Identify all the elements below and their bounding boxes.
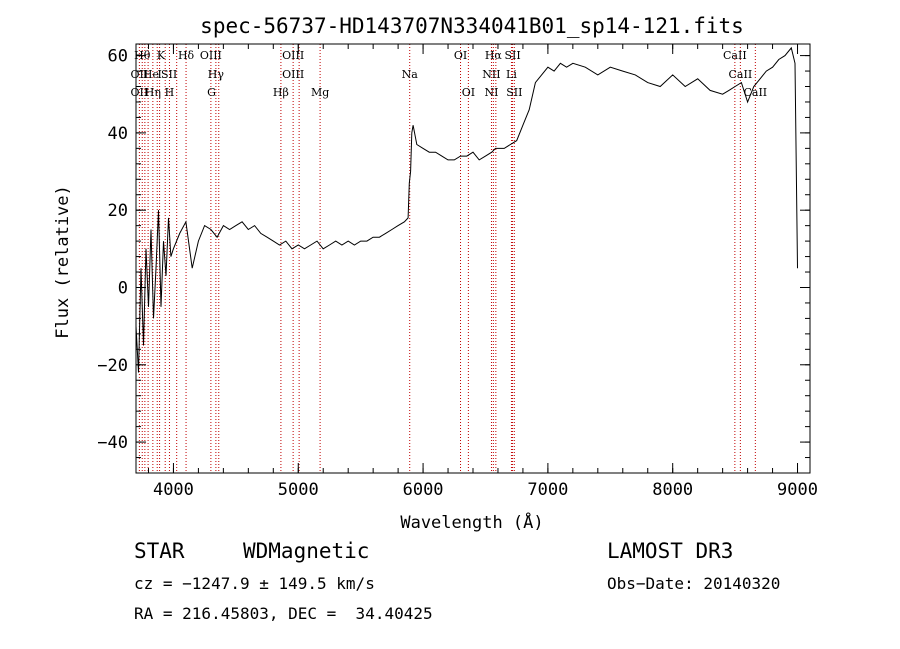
spectral-line-label: SII (161, 68, 177, 81)
spectral-line-label: Hη (145, 86, 161, 99)
spectral-line-label: OIII (282, 68, 304, 81)
spectral-line-label: OIII (282, 49, 304, 62)
x-tick-label: 6000 (403, 480, 444, 500)
spectral-line-label: Li (506, 68, 517, 81)
spectral-line-label: NII (482, 68, 500, 81)
spectral-line-label: OIII (200, 49, 222, 62)
spectral-line-label: OII (131, 68, 149, 81)
spectral-line-label: Hγ (208, 68, 225, 81)
chart-title: spec-56737-HD143707N334041B01_sp14-121.f… (200, 14, 744, 38)
spectral-line-label: CaII (743, 86, 767, 99)
y-tick-label: −40 (97, 433, 128, 453)
y-tick-label: 20 (108, 201, 128, 221)
spectral-line-label: Na (402, 68, 419, 81)
spectral-line-label: Hβ (273, 86, 289, 99)
object-subclass: WDMagnetic (243, 539, 370, 563)
x-tick-label: 7000 (527, 480, 568, 500)
y-tick-label: 40 (108, 124, 128, 144)
x-tick-label: 4000 (153, 480, 194, 500)
x-tick-label: 8000 (652, 480, 693, 500)
spectral-line-label: SII (504, 49, 520, 62)
spectral-line-label: NI (484, 86, 498, 99)
spectral-line-label: He (143, 68, 159, 81)
x-axis-label: Wavelength (Å) (400, 511, 543, 533)
plot-frame (135, 43, 811, 474)
survey-name: LAMOST DR3 (607, 539, 734, 563)
object-class: STAR (134, 539, 185, 563)
axis-ticks (136, 44, 810, 474)
spectral-line-label: G (207, 86, 216, 99)
spectral-line-label: Hα (485, 49, 503, 62)
y-tick-label: 60 (108, 47, 128, 67)
y-axis-label: Flux (relative) (53, 185, 73, 339)
spectral-line-label: CaII (729, 68, 753, 81)
spectral-line-label: Hδ (178, 49, 195, 62)
spectral-line-label: Mg (311, 86, 329, 99)
spectral-line-label: H (165, 86, 175, 99)
spectral-line-markers (138, 44, 756, 473)
redshift-velocity: cz = −1247.9 ± 149.5 km/s (134, 574, 375, 593)
x-tick-label: 9000 (777, 480, 818, 500)
spectral-line-label: OI (454, 49, 467, 62)
spectral-line-label: OI (462, 86, 475, 99)
ra-dec-coordinates: RA = 216.45803, DEC = 34.40425 (134, 604, 433, 623)
y-tick-label: 0 (118, 278, 128, 298)
x-tick-label: 5000 (278, 480, 319, 500)
axis-tick-labels: 4000 5000 6000 7000 8000 9000 −40 −20 0 20 40 60 (97, 47, 818, 500)
spectral-line-label: SII (506, 86, 522, 99)
spectral-line-label: I (158, 68, 162, 81)
observation-date: Obs−Date: 20140320 (607, 574, 781, 593)
y-tick-label: −20 (97, 356, 128, 376)
spectral-line-label: OII (131, 86, 149, 99)
spectrum-line (135, 46, 798, 373)
spectral-line-label: CaII (723, 49, 747, 62)
spectral-line-label: K (157, 49, 166, 62)
